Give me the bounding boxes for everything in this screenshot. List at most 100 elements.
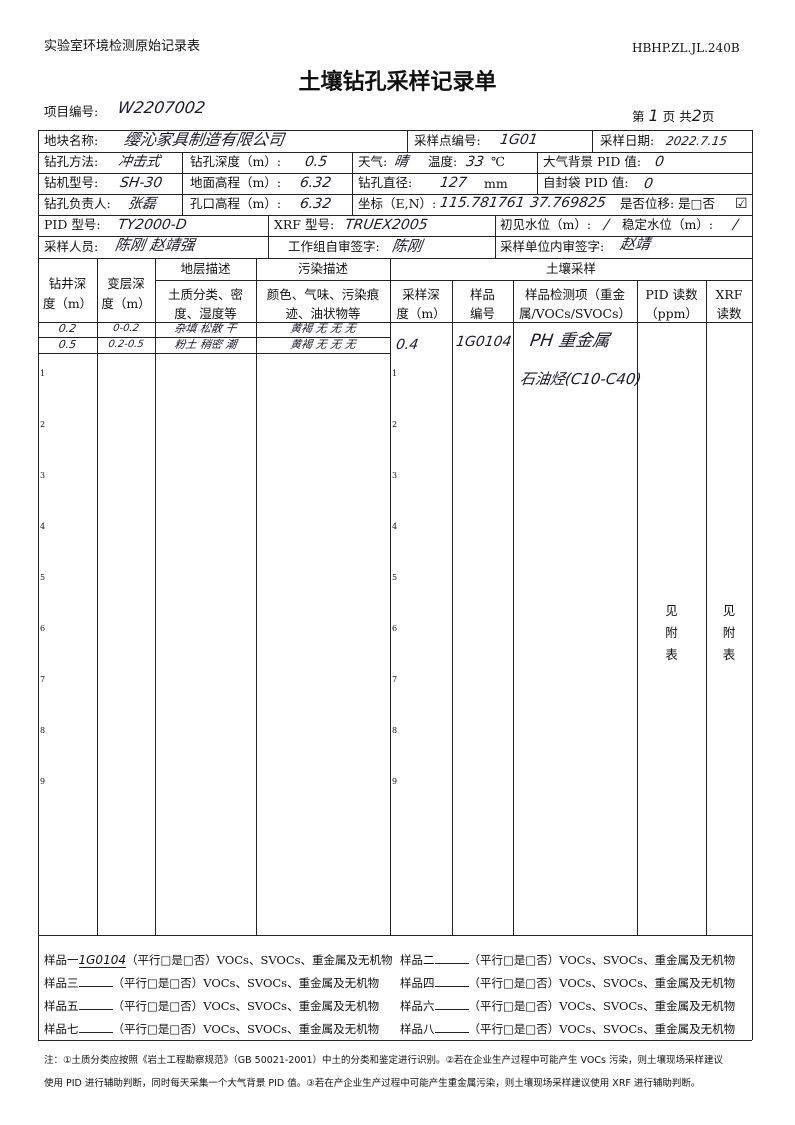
- water-label: 初见水位（m）:: [500, 217, 592, 232]
- depth-label: 钻孔深度（m）:: [190, 154, 282, 169]
- col-strata-sub: 土质分类、密 度、湿度等: [167, 287, 243, 321]
- sample-depth: 0.4: [394, 337, 420, 353]
- col-drill-depth: 钻井深 度（m）: [42, 276, 93, 311]
- sample-value-field[interactable]: [78, 986, 113, 987]
- sample-value-field[interactable]: [434, 986, 469, 987]
- stable-value: /: [731, 217, 739, 233]
- sample-options: （平行□是□否）VOCs、SVOCs、重金属及无机物: [468, 999, 736, 1013]
- sample-entry: 样品三 （平行□是□否）VOCs、SVOCs、重金属及无机物: [44, 975, 379, 991]
- sample-label: 样品五: [44, 999, 79, 1013]
- depth-mark: 4: [392, 522, 398, 531]
- sample-entry: 样品七 （平行□是□否）VOCs、SVOCs、重金属及无机物: [44, 1021, 379, 1037]
- depth-mark: 3: [392, 471, 398, 480]
- col-strata: 地层描述: [180, 261, 231, 276]
- point-value: 1G01: [498, 132, 539, 148]
- sample-items-1: PH 重金属: [528, 331, 611, 351]
- depth-mark: 5: [392, 573, 398, 582]
- sample-options: （平行□是□否）VOCs、SVOCs、重金属及无机物: [468, 953, 736, 967]
- xrf-model-value: TRUEX2005: [343, 217, 429, 233]
- col-pid: PID 读数 （ppm）: [645, 287, 698, 321]
- depth-mark: 2: [392, 420, 398, 429]
- site-value: 缨沁家具制造有限公司: [122, 130, 286, 149]
- bg-pid-label: 大气背景 PID 值:: [543, 154, 642, 169]
- depth-mark: 7: [40, 675, 46, 684]
- xrf-model-label: XRF 型号:: [274, 217, 335, 232]
- stable-label: 稳定水位（m）:: [622, 217, 714, 232]
- diam-label: 钻孔直径:: [358, 175, 413, 190]
- sample-options: （平行□是□否）VOCs、SVOCs、重金属及无机物: [112, 976, 380, 990]
- sample-options: （平行□是□否）VOCs、SVOCs、重金属及无机物: [468, 1022, 736, 1036]
- site-label: 地块名称:: [44, 133, 99, 148]
- coord-e: 115.781761: [438, 195, 526, 211]
- page-number: 1: [648, 106, 659, 125]
- col-layer-depth: 变层深 度（m）: [101, 276, 151, 311]
- self-sign-label: 工作组自审签字:: [288, 239, 380, 254]
- sample-label: 样品一: [44, 953, 79, 967]
- page-total: 2: [691, 106, 702, 125]
- bag-pid-label: 自封袋 PID 值:: [543, 175, 629, 190]
- row-strata: 杂填 松散 干: [173, 322, 238, 335]
- water-value: /: [602, 217, 610, 233]
- hole-label: 孔口高程（m）:: [190, 196, 282, 211]
- pid-model-value: TY2000-D: [116, 217, 188, 233]
- depth-mark: 6: [40, 624, 46, 633]
- row-layer: 0.2-0.5: [107, 339, 145, 350]
- sample-entry: 样品六 （平行□是□否）VOCs、SVOCs、重金属及无机物: [400, 998, 735, 1014]
- sample-value-field[interactable]: [78, 1032, 113, 1033]
- sample-value-field[interactable]: [434, 963, 469, 964]
- depth-value: 0.5: [303, 154, 329, 170]
- method-label: 钻孔方法:: [44, 154, 99, 169]
- xrf-see-attached: 见附表: [722, 603, 736, 662]
- shift-label: 是否位移: 是□否: [620, 196, 715, 211]
- date-label: 采样日期:: [600, 133, 655, 148]
- point-label: 采样点编号:: [414, 133, 481, 148]
- depth-mark: 1: [392, 369, 398, 378]
- sample-options: （平行□是□否）VOCs、SVOCs、重金属及无机物: [112, 1022, 380, 1036]
- leader-value: 张磊: [126, 196, 158, 212]
- depth-mark: 2: [40, 420, 46, 429]
- sampler-label: 采样人员:: [44, 239, 99, 254]
- date-value: 2022.7.15: [665, 134, 729, 148]
- sample-value-field[interactable]: [434, 1032, 469, 1033]
- pid-see-attached: 见附表: [665, 603, 678, 662]
- sample-entry: 样品八 （平行□是□否）VOCs、SVOCs、重金属及无机物: [400, 1021, 735, 1037]
- sample-options: （平行□是□否）VOCs、SVOCs、重金属及无机物: [468, 976, 736, 990]
- sample-label: 样品八: [400, 1022, 435, 1036]
- row-depth: 0.5: [57, 338, 78, 351]
- sample-options: （平行□是□否）VOCs、SVOCs、重金属及无机物: [112, 999, 380, 1013]
- weather-label: 天气:: [358, 154, 388, 169]
- note-line-2: 使用 PID 进行辅助判断，同时每天采集一个大气背景 PID 值。③若在产企业生…: [44, 1078, 701, 1089]
- col-sample-depth: 采样深 度（m）: [396, 287, 446, 321]
- bg-pid-value: 0: [653, 154, 666, 170]
- row-pollution: 黄褐 无 无 无: [289, 338, 357, 351]
- bag-pid-value: 0: [642, 176, 655, 192]
- coord-n: 37.769825: [528, 195, 607, 211]
- ground-label: 地面高程（m）:: [190, 175, 282, 190]
- depth-mark: 9: [392, 777, 398, 786]
- sample-options: （平行□是□否）VOCs、SVOCs、重金属及无机物: [125, 953, 393, 967]
- leader-label: 钻孔负责人:: [44, 196, 111, 211]
- sample-label: 样品四: [400, 976, 435, 990]
- temp-unit: ℃: [491, 154, 505, 169]
- org-title: 实验室环境检测原始记录表: [44, 39, 201, 54]
- sample-value-field[interactable]: [78, 1009, 113, 1010]
- sample-value-field[interactable]: 1G0104: [78, 953, 126, 968]
- project-label: 项目编号:: [44, 104, 99, 119]
- sampler-value: 陈刚 赵靖强: [113, 236, 197, 254]
- depth-mark: 5: [40, 573, 46, 582]
- depth-mark: 8: [40, 726, 46, 735]
- col-sample-items: 样品检测项（重金 属/VOCs/SVOCs）: [518, 287, 632, 321]
- col-sample-no: 样品 编号: [469, 287, 495, 321]
- project-value: W2207002: [116, 98, 207, 117]
- sample-entry: 样品四 （平行□是□否）VOCs、SVOCs、重金属及无机物: [400, 975, 735, 991]
- page-mid: 页 共: [662, 109, 692, 124]
- pid-model-label: PID 型号:: [44, 217, 101, 232]
- sample-number: 1G0104: [454, 334, 513, 350]
- self-sign-value: 陈刚: [390, 237, 424, 255]
- shift-checkbox[interactable]: ☑: [735, 196, 748, 212]
- method-value: 冲击式: [116, 154, 162, 170]
- col-xrf: XRF 读数: [715, 287, 743, 321]
- temp-label: 温度:: [428, 154, 458, 169]
- sample-value-field[interactable]: [434, 1009, 469, 1010]
- coord-label: 坐标（E,N）:: [358, 196, 437, 211]
